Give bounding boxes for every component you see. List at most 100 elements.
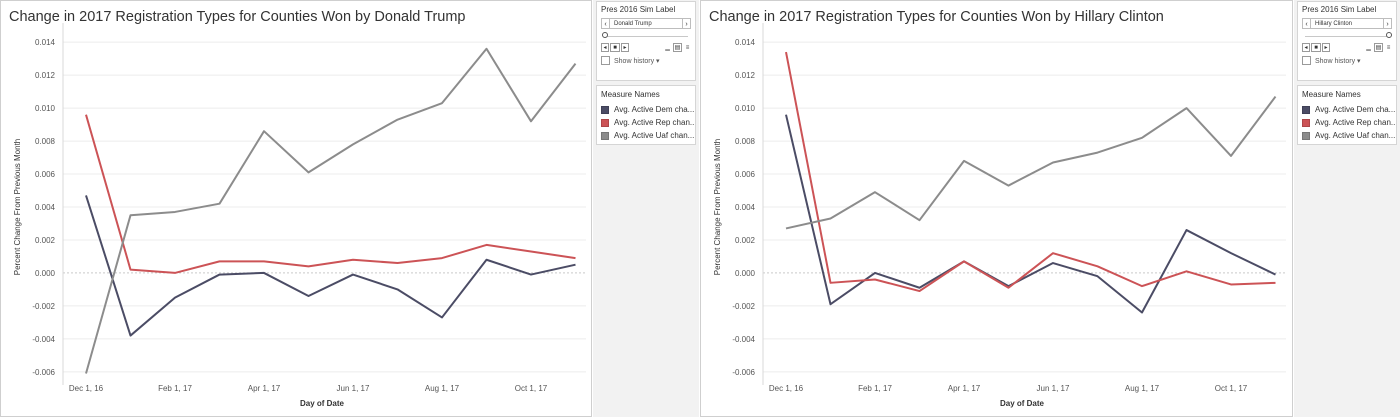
x-tick-label: Aug 1, 17 bbox=[425, 384, 460, 393]
y-tick-label: 0.014 bbox=[735, 38, 756, 47]
legend-item-dem[interactable]: Avg. Active Dem cha... bbox=[597, 103, 695, 116]
legend-title: Measure Names bbox=[1302, 90, 1361, 99]
slider-knob[interactable] bbox=[1386, 32, 1392, 38]
step-back-icon[interactable]: ◂ bbox=[1302, 43, 1310, 52]
y-tick-label: 0.012 bbox=[735, 71, 756, 80]
step-forward-icon[interactable]: ▸ bbox=[621, 43, 629, 52]
y-tick-label: 0.014 bbox=[35, 38, 56, 47]
series-line-dem bbox=[785, 114, 1276, 314]
chart-title: Change in 2017 Registration Types for Co… bbox=[9, 9, 466, 25]
parameter-slider[interactable] bbox=[1302, 31, 1392, 41]
stop-icon[interactable]: ■ bbox=[1311, 43, 1321, 52]
x-tick-label: Oct 1, 17 bbox=[515, 384, 548, 393]
legend-label: Avg. Active Uaf chan... bbox=[614, 131, 695, 140]
prev-arrow-icon[interactable]: ‹ bbox=[601, 17, 610, 29]
legend-swatch bbox=[601, 105, 609, 114]
series-line-dem bbox=[85, 195, 576, 337]
show-history-label: Show history ▾ bbox=[1315, 57, 1361, 65]
legend-item-rep[interactable]: Avg. Active Rep chan... bbox=[1298, 116, 1396, 129]
legend-item-uaf[interactable]: Avg. Active Uaf chan... bbox=[1298, 129, 1396, 142]
legend-card: Measure Names Avg. Active Dem cha... Avg… bbox=[596, 85, 696, 145]
legend-label: Avg. Active Dem cha... bbox=[614, 105, 695, 114]
legend-label: Avg. Active Dem cha... bbox=[1315, 105, 1396, 114]
step-back-icon[interactable]: ◂ bbox=[601, 43, 609, 52]
y-tick-label: -0.004 bbox=[732, 335, 755, 344]
x-tick-label: Jun 1, 17 bbox=[337, 384, 370, 393]
legend-item-uaf[interactable]: Avg. Active Uaf chan... bbox=[597, 129, 695, 142]
legend-label: Avg. Active Uaf chan... bbox=[1315, 131, 1396, 140]
parameter-card: Pres 2016 Sim Label ‹ Donald Trump › ◂ ■… bbox=[596, 1, 696, 81]
parameter-value[interactable]: Donald Trump bbox=[610, 17, 682, 29]
speed-medium-icon[interactable]: ▤ bbox=[673, 43, 682, 52]
y-tick-label: 0.004 bbox=[735, 203, 756, 212]
parameter-control: ‹ Hillary Clinton › bbox=[1302, 17, 1392, 29]
y-tick-label: 0.006 bbox=[735, 170, 756, 179]
legend-swatch bbox=[1302, 118, 1310, 127]
x-tick-label: Apr 1, 17 bbox=[248, 384, 281, 393]
y-tick-label: 0.010 bbox=[35, 104, 56, 113]
parameter-slider[interactable] bbox=[601, 31, 691, 41]
legend-swatch bbox=[1302, 131, 1310, 140]
stop-icon[interactable]: ■ bbox=[610, 43, 620, 52]
y-tick-label: 0.010 bbox=[735, 104, 756, 113]
speed-slow-icon[interactable]: ▁ bbox=[663, 43, 672, 52]
y-axis-title: Percent Change From Previous Month bbox=[13, 139, 22, 276]
x-tick-label: Dec 1, 16 bbox=[769, 384, 804, 393]
y-tick-label: 0.008 bbox=[35, 137, 56, 146]
step-forward-icon[interactable]: ▸ bbox=[1322, 43, 1330, 52]
prev-arrow-icon[interactable]: ‹ bbox=[1302, 17, 1311, 29]
legend-swatch bbox=[601, 118, 609, 127]
speed-medium-icon[interactable]: ▤ bbox=[1374, 43, 1383, 52]
x-axis-title: Day of Date bbox=[1000, 399, 1045, 408]
legend-swatch bbox=[1302, 105, 1310, 114]
show-history-label: Show history ▾ bbox=[614, 57, 660, 65]
series-line-rep bbox=[85, 114, 576, 274]
y-tick-label: 0.000 bbox=[735, 269, 756, 278]
parameter-title: Pres 2016 Sim Label bbox=[1302, 5, 1377, 14]
x-tick-label: Jun 1, 17 bbox=[1037, 384, 1070, 393]
x-tick-label: Feb 1, 17 bbox=[158, 384, 192, 393]
legend-label: Avg. Active Rep chan... bbox=[1315, 118, 1396, 127]
series-line-rep bbox=[785, 51, 1276, 293]
playback-controls: ◂ ■ ▸ ▁ ▤ ≡ bbox=[601, 43, 692, 54]
y-tick-label: 0.000 bbox=[35, 269, 56, 278]
y-tick-label: 0.012 bbox=[35, 71, 56, 80]
show-history-checkbox[interactable] bbox=[1302, 56, 1311, 65]
slider-track bbox=[604, 36, 688, 37]
slider-knob[interactable] bbox=[602, 32, 608, 38]
x-tick-label: Aug 1, 17 bbox=[1125, 384, 1160, 393]
series-line-uaf bbox=[85, 47, 577, 374]
y-axis-title: Percent Change From Previous Month bbox=[713, 139, 722, 276]
line-chart[interactable]: 0.014 0.012 0.010 0.008 0.006 0.004 0.002 0.000… bbox=[1, 1, 593, 418]
chart-title: Change in 2017 Registration Types for Co… bbox=[709, 9, 1164, 25]
parameter-value[interactable]: Hillary Clinton bbox=[1311, 17, 1383, 29]
dashboard-clinton: Change in 2017 Registration Types for Co… bbox=[700, 0, 1400, 417]
y-tick-label: -0.004 bbox=[32, 335, 55, 344]
x-axis-title: Day of Date bbox=[300, 399, 345, 408]
parameter-control: ‹ Donald Trump › bbox=[601, 17, 691, 29]
x-tick-label: Apr 1, 17 bbox=[948, 384, 981, 393]
parameter-card: Pres 2016 Sim Label ‹ Hillary Clinton › … bbox=[1297, 1, 1397, 81]
y-tick-label: -0.002 bbox=[32, 302, 55, 311]
show-history[interactable]: Show history ▾ bbox=[601, 56, 691, 65]
legend-title: Measure Names bbox=[601, 90, 660, 99]
speed-slow-icon[interactable]: ▁ bbox=[1364, 43, 1373, 52]
next-arrow-icon[interactable]: › bbox=[1383, 17, 1392, 29]
show-history[interactable]: Show history ▾ bbox=[1302, 56, 1392, 65]
legend-item-dem[interactable]: Avg. Active Dem cha... bbox=[1298, 103, 1396, 116]
x-tick-label: Oct 1, 17 bbox=[1215, 384, 1248, 393]
line-chart[interactable]: 0.014 0.012 0.010 0.008 0.006 0.004 0.002 0.000… bbox=[701, 1, 1294, 418]
legend-item-rep[interactable]: Avg. Active Rep chan... bbox=[597, 116, 695, 129]
speed-fast-icon[interactable]: ≡ bbox=[1384, 43, 1393, 52]
parameter-title: Pres 2016 Sim Label bbox=[601, 5, 676, 14]
legend-card: Measure Names Avg. Active Dem cha... Avg… bbox=[1297, 85, 1397, 145]
show-history-checkbox[interactable] bbox=[601, 56, 610, 65]
series-line-uaf bbox=[785, 95, 1277, 230]
y-tick-label: 0.008 bbox=[735, 137, 756, 146]
speed-fast-icon[interactable]: ≡ bbox=[683, 43, 692, 52]
side-panel: Pres 2016 Sim Label ‹ Donald Trump › ◂ ■… bbox=[593, 0, 699, 417]
x-tick-label: Dec 1, 16 bbox=[69, 384, 104, 393]
playback-controls: ◂ ■ ▸ ▁ ▤ ≡ bbox=[1302, 43, 1393, 54]
next-arrow-icon[interactable]: › bbox=[682, 17, 691, 29]
x-tick-label: Feb 1, 17 bbox=[858, 384, 892, 393]
